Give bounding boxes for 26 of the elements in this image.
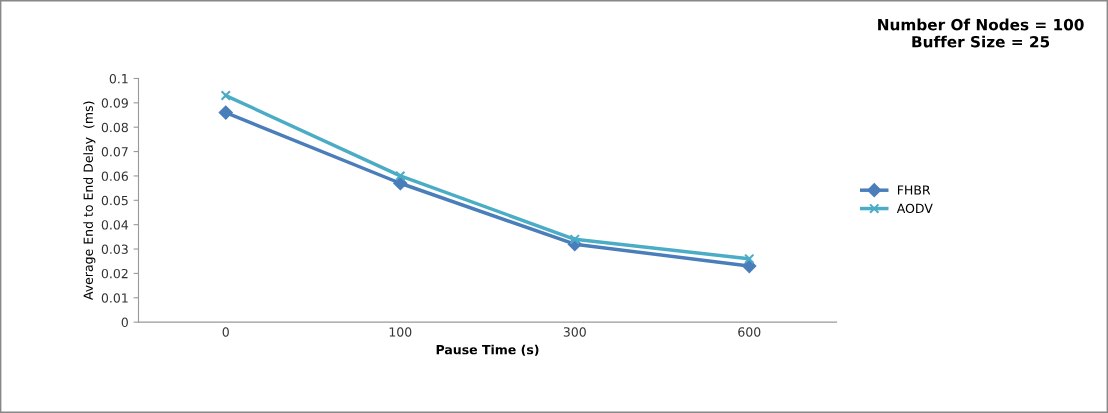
x-tick-label: 0 bbox=[222, 327, 229, 337]
y-tick-label: 0 bbox=[121, 317, 128, 328]
x-tick-label: 300 bbox=[563, 327, 586, 337]
y-tick-label: 0.05 bbox=[101, 195, 128, 206]
point bbox=[742, 259, 757, 274]
y-tick-label: 0.03 bbox=[101, 244, 128, 254]
point bbox=[395, 170, 406, 182]
point bbox=[220, 90, 231, 101]
point bbox=[393, 176, 408, 191]
y-tick-label: 0.06 bbox=[101, 171, 128, 181]
y-tick-label: 0.02 bbox=[101, 268, 128, 279]
x-tick-label: 600 bbox=[738, 327, 761, 337]
y-tick-label: 0.09 bbox=[101, 98, 128, 108]
text: Number Of Nodes = 100 Buffer Size = 25 bbox=[878, 18, 1084, 48]
y-axis-title: Average End to End Delay (ms) bbox=[83, 101, 96, 300]
point bbox=[744, 253, 755, 264]
y-tick-label: 0.04 bbox=[101, 220, 129, 230]
y-tick-label: 0.08 bbox=[101, 122, 128, 133]
x-axis-title: Pause Time (s) bbox=[436, 344, 539, 356]
point bbox=[218, 105, 233, 120]
legend-label: AODV bbox=[896, 203, 933, 214]
y-tick-label: 0.07 bbox=[101, 147, 128, 157]
y-tick-label: 0.01 bbox=[101, 293, 128, 303]
legend-label: FHBR bbox=[897, 185, 931, 195]
x-tick-label: 100 bbox=[389, 327, 412, 337]
y-tick-label: 0.1 bbox=[109, 73, 128, 84]
